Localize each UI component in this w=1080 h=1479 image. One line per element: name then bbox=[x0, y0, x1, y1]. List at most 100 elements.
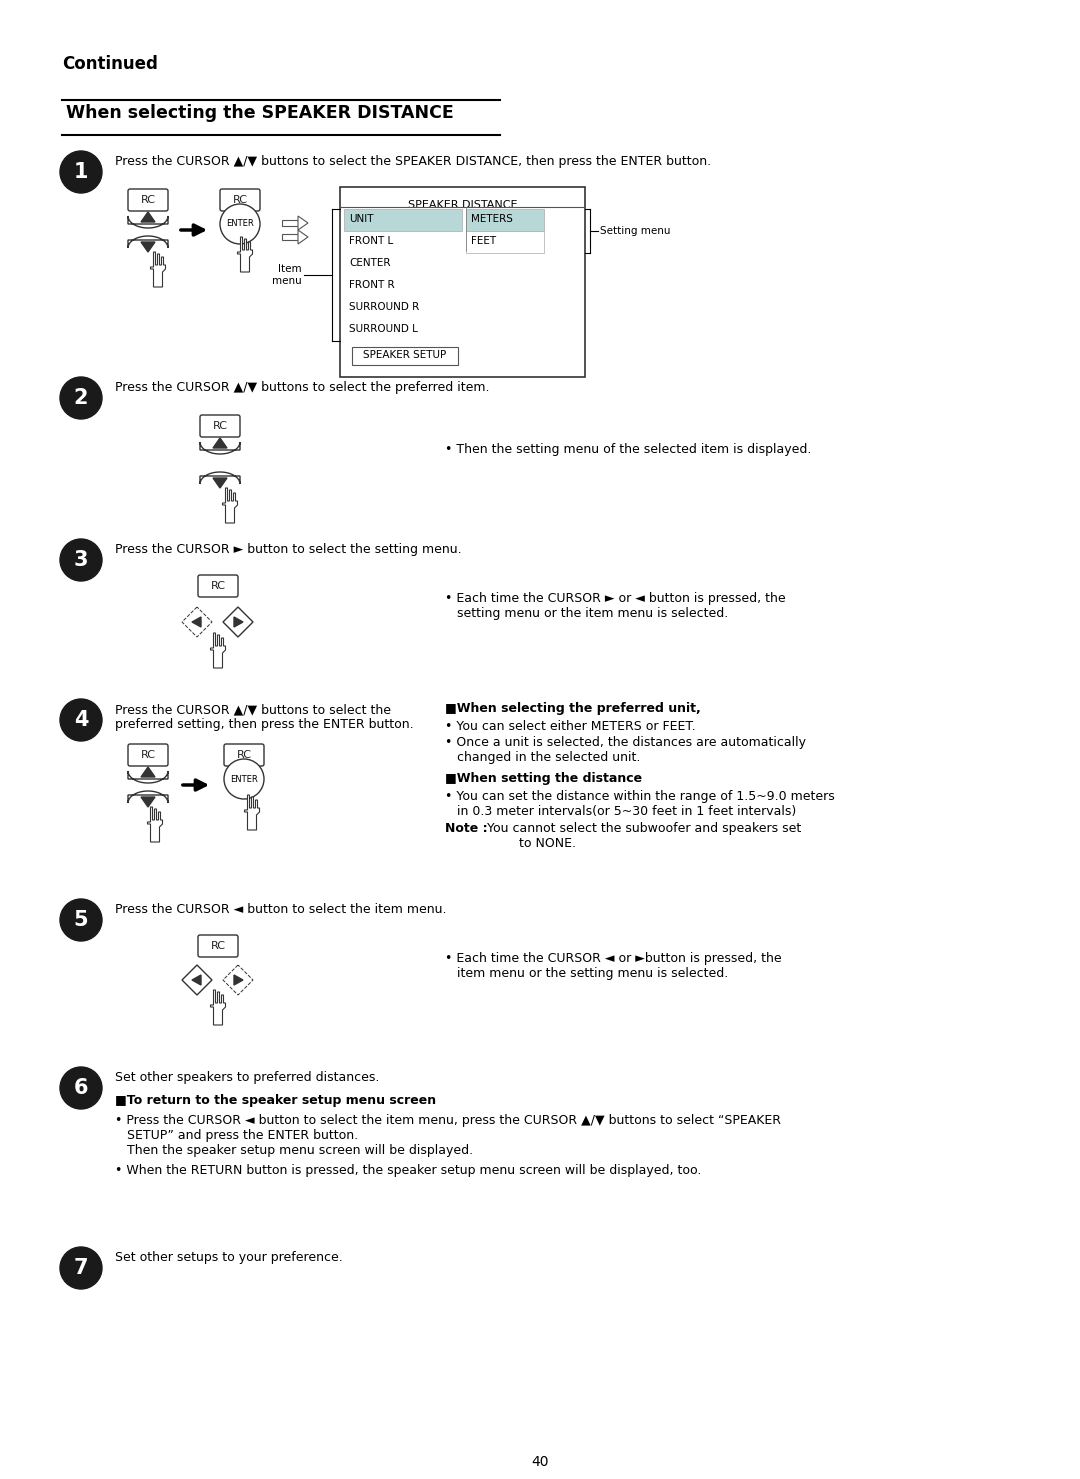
Text: • Each time the CURSOR ◄ or ►button is pressed, the
   item menu or the setting : • Each time the CURSOR ◄ or ►button is p… bbox=[445, 952, 782, 981]
FancyBboxPatch shape bbox=[282, 220, 298, 226]
Text: 1: 1 bbox=[73, 163, 89, 182]
Text: You cannot select the subwoofer and speakers set
         to NONE.: You cannot select the subwoofer and spea… bbox=[483, 822, 801, 850]
Text: 6: 6 bbox=[73, 1078, 89, 1097]
Text: ■When setting the distance: ■When setting the distance bbox=[445, 772, 643, 785]
Polygon shape bbox=[192, 617, 201, 627]
Polygon shape bbox=[211, 989, 226, 1025]
Circle shape bbox=[224, 759, 264, 799]
Text: 4: 4 bbox=[73, 710, 89, 731]
Polygon shape bbox=[234, 975, 243, 985]
Text: FEET: FEET bbox=[471, 237, 496, 246]
Polygon shape bbox=[141, 797, 156, 808]
FancyBboxPatch shape bbox=[465, 231, 544, 253]
Text: • You can select either METERS or FEET.: • You can select either METERS or FEET. bbox=[445, 720, 696, 734]
Text: Item
menu: Item menu bbox=[272, 265, 302, 285]
Text: • Once a unit is selected, the distances are automatically
   changed in the sel: • Once a unit is selected, the distances… bbox=[445, 737, 806, 765]
Polygon shape bbox=[129, 791, 168, 803]
Polygon shape bbox=[183, 964, 212, 995]
FancyBboxPatch shape bbox=[129, 189, 168, 211]
Polygon shape bbox=[213, 478, 227, 488]
Text: SPEAKER SETUP: SPEAKER SETUP bbox=[363, 351, 447, 359]
Text: SURROUND R: SURROUND R bbox=[349, 302, 419, 312]
Polygon shape bbox=[244, 796, 259, 830]
Polygon shape bbox=[129, 216, 168, 228]
Polygon shape bbox=[148, 808, 162, 842]
Text: UNIT: UNIT bbox=[349, 214, 374, 223]
Circle shape bbox=[60, 899, 102, 941]
FancyBboxPatch shape bbox=[129, 744, 168, 766]
Text: Press the CURSOR ◄ button to select the item menu.: Press the CURSOR ◄ button to select the … bbox=[114, 904, 446, 916]
Circle shape bbox=[60, 1066, 102, 1109]
Text: FRONT L: FRONT L bbox=[349, 237, 393, 246]
Circle shape bbox=[220, 204, 260, 244]
Polygon shape bbox=[192, 975, 201, 985]
Text: RC: RC bbox=[237, 750, 252, 760]
Text: ■To return to the speaker setup menu screen: ■To return to the speaker setup menu scr… bbox=[114, 1094, 436, 1106]
Text: • You can set the distance within the range of 1.5~9.0 meters
   in 0.3 meter in: • You can set the distance within the ra… bbox=[445, 790, 835, 818]
Polygon shape bbox=[213, 438, 227, 448]
Polygon shape bbox=[129, 237, 168, 248]
Circle shape bbox=[60, 538, 102, 581]
FancyBboxPatch shape bbox=[198, 935, 238, 957]
FancyBboxPatch shape bbox=[224, 744, 264, 766]
Text: SPEAKER DISTANCE: SPEAKER DISTANCE bbox=[408, 200, 517, 210]
Text: • Then the setting menu of the selected item is displayed.: • Then the setting menu of the selected … bbox=[445, 444, 811, 456]
FancyBboxPatch shape bbox=[220, 189, 260, 211]
Text: • Press the CURSOR ◄ button to select the item menu, press the CURSOR ▲/▼ button: • Press the CURSOR ◄ button to select th… bbox=[114, 1114, 781, 1157]
Text: Press the CURSOR ▲/▼ buttons to select the preferred item.: Press the CURSOR ▲/▼ buttons to select t… bbox=[114, 382, 489, 393]
Text: Setting menu: Setting menu bbox=[600, 226, 671, 237]
Polygon shape bbox=[222, 606, 253, 637]
Polygon shape bbox=[150, 251, 165, 287]
Text: 2: 2 bbox=[73, 387, 89, 408]
Polygon shape bbox=[183, 606, 212, 637]
Polygon shape bbox=[222, 964, 253, 995]
Text: RC: RC bbox=[232, 195, 247, 206]
Text: ■When selecting the preferred unit,: ■When selecting the preferred unit, bbox=[445, 703, 701, 714]
Text: Note :: Note : bbox=[445, 822, 488, 836]
Text: • Each time the CURSOR ► or ◄ button is pressed, the
   setting menu or the item: • Each time the CURSOR ► or ◄ button is … bbox=[445, 592, 785, 620]
Polygon shape bbox=[234, 617, 243, 627]
Polygon shape bbox=[298, 216, 308, 231]
Text: Press the CURSOR ▲/▼ buttons to select the
preferred setting, then press the ENT: Press the CURSOR ▲/▼ buttons to select t… bbox=[114, 703, 414, 731]
Text: FRONT R: FRONT R bbox=[349, 280, 394, 290]
Text: RC: RC bbox=[140, 195, 156, 206]
Text: 5: 5 bbox=[73, 910, 89, 930]
Circle shape bbox=[60, 151, 102, 192]
Text: ENTER: ENTER bbox=[226, 219, 254, 228]
FancyBboxPatch shape bbox=[200, 416, 240, 436]
Text: • When the RETURN button is pressed, the speaker setup menu screen will be displ: • When the RETURN button is pressed, the… bbox=[114, 1164, 701, 1177]
Polygon shape bbox=[141, 211, 156, 222]
Circle shape bbox=[60, 377, 102, 419]
FancyBboxPatch shape bbox=[465, 209, 544, 231]
Text: RC: RC bbox=[211, 941, 226, 951]
Polygon shape bbox=[200, 442, 240, 454]
Text: RC: RC bbox=[140, 750, 156, 760]
Polygon shape bbox=[238, 237, 253, 272]
Text: Set other setups to your preference.: Set other setups to your preference. bbox=[114, 1251, 342, 1265]
FancyBboxPatch shape bbox=[198, 575, 238, 598]
Text: When selecting the SPEAKER DISTANCE: When selecting the SPEAKER DISTANCE bbox=[66, 104, 454, 121]
Text: 3: 3 bbox=[73, 550, 89, 569]
Polygon shape bbox=[222, 488, 238, 524]
Polygon shape bbox=[141, 768, 156, 776]
Text: Press the CURSOR ▲/▼ buttons to select the SPEAKER DISTANCE, then press the ENTE: Press the CURSOR ▲/▼ buttons to select t… bbox=[114, 155, 711, 169]
Text: Continued: Continued bbox=[62, 55, 158, 72]
Text: CENTER: CENTER bbox=[349, 257, 391, 268]
Polygon shape bbox=[298, 231, 308, 244]
Polygon shape bbox=[200, 472, 240, 484]
Circle shape bbox=[60, 700, 102, 741]
FancyBboxPatch shape bbox=[282, 234, 298, 240]
Text: METERS: METERS bbox=[471, 214, 513, 223]
Polygon shape bbox=[211, 633, 226, 669]
Text: RC: RC bbox=[211, 581, 226, 592]
Polygon shape bbox=[141, 243, 156, 251]
Text: 40: 40 bbox=[531, 1455, 549, 1469]
Text: Press the CURSOR ► button to select the setting menu.: Press the CURSOR ► button to select the … bbox=[114, 543, 461, 556]
Text: 7: 7 bbox=[73, 1259, 89, 1278]
Text: Set other speakers to preferred distances.: Set other speakers to preferred distance… bbox=[114, 1071, 379, 1084]
FancyBboxPatch shape bbox=[345, 209, 462, 231]
FancyBboxPatch shape bbox=[340, 186, 585, 377]
Polygon shape bbox=[129, 771, 168, 782]
Text: ENTER: ENTER bbox=[230, 775, 258, 784]
Circle shape bbox=[60, 1247, 102, 1290]
